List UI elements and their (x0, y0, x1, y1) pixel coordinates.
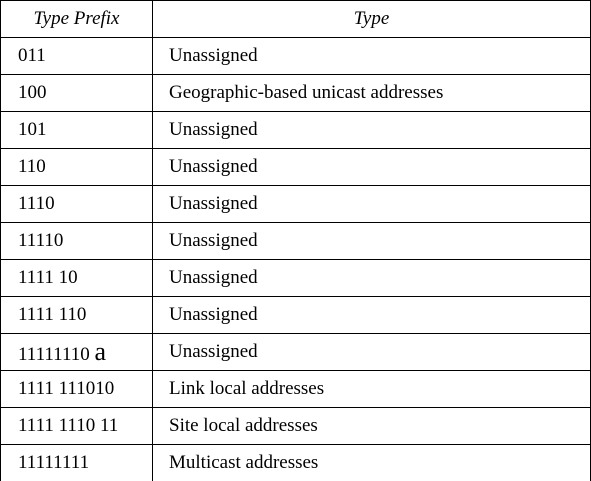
prefix-cell: 1111 111010 (1, 371, 153, 408)
type-cell: Unassigned (153, 223, 591, 260)
type-cell: Unassigned (153, 297, 591, 334)
prefix-value: 11110 (18, 230, 63, 251)
prefix-cell: 11110 (1, 223, 153, 260)
prefix-cell: 100 (1, 75, 153, 112)
table-row: 101 Unassigned (1, 112, 591, 149)
prefix-value: 1111 111010 (18, 378, 114, 399)
table-row: 11111110 a Unassigned (1, 334, 591, 371)
table-row: 1111 110 Unassigned (1, 297, 591, 334)
type-cell: Site local addresses (153, 408, 591, 445)
prefix-value: 101 (18, 119, 47, 140)
table-row: 1110 Unassigned (1, 186, 591, 223)
table-row: 1111 10 Unassigned (1, 260, 591, 297)
type-cell: Unassigned (153, 38, 591, 75)
prefix-value: 110 (18, 156, 46, 177)
type-cell: Unassigned (153, 260, 591, 297)
prefix-cell: 1111 1110 11 (1, 408, 153, 445)
table-row: 11110 Unassigned (1, 223, 591, 260)
table-row: 1111 1110 11 Site local addresses (1, 408, 591, 445)
type-cell: Multicast addresses (153, 445, 591, 481)
type-cell: Unassigned (153, 149, 591, 186)
prefix-cell: 11111110 a (1, 334, 153, 371)
prefix-value: 1111 110 (18, 304, 86, 325)
type-cell: Unassigned (153, 186, 591, 223)
prefix-value: 011 (18, 45, 46, 66)
header-type-prefix: Type Prefix (1, 1, 153, 38)
prefix-value: 11111111 (18, 452, 89, 473)
prefix-cell: 1110 (1, 186, 153, 223)
prefix-value: 11111110 (18, 344, 95, 365)
table-row: 11111111 Multicast addresses (1, 445, 591, 481)
table-row: 100 Geographic-based unicast addresses (1, 75, 591, 112)
prefix-cell: 1111 110 (1, 297, 153, 334)
header-type: Type (153, 1, 591, 38)
type-cell: Geographic-based unicast addresses (153, 75, 591, 112)
prefix-cell: 1111 10 (1, 260, 153, 297)
prefix-footnote-mark: a (95, 337, 107, 366)
type-cell: Link local addresses (153, 371, 591, 408)
table-row: 1111 111010 Link local addresses (1, 371, 591, 408)
prefix-cell: 011 (1, 38, 153, 75)
prefix-cell: 110 (1, 149, 153, 186)
prefix-value: 100 (18, 82, 47, 103)
type-cell: Unassigned (153, 112, 591, 149)
prefix-value: 1111 10 (18, 267, 78, 288)
prefix-cell: 11111111 (1, 445, 153, 481)
type-cell: Unassigned (153, 334, 591, 371)
prefix-value: 1111 1110 11 (18, 415, 118, 436)
table-row: 110 Unassigned (1, 149, 591, 186)
prefix-cell: 101 (1, 112, 153, 149)
prefix-value: 1110 (18, 193, 55, 214)
table-row: 011 Unassigned (1, 38, 591, 75)
table-header-row: Type Prefix Type (1, 1, 591, 38)
